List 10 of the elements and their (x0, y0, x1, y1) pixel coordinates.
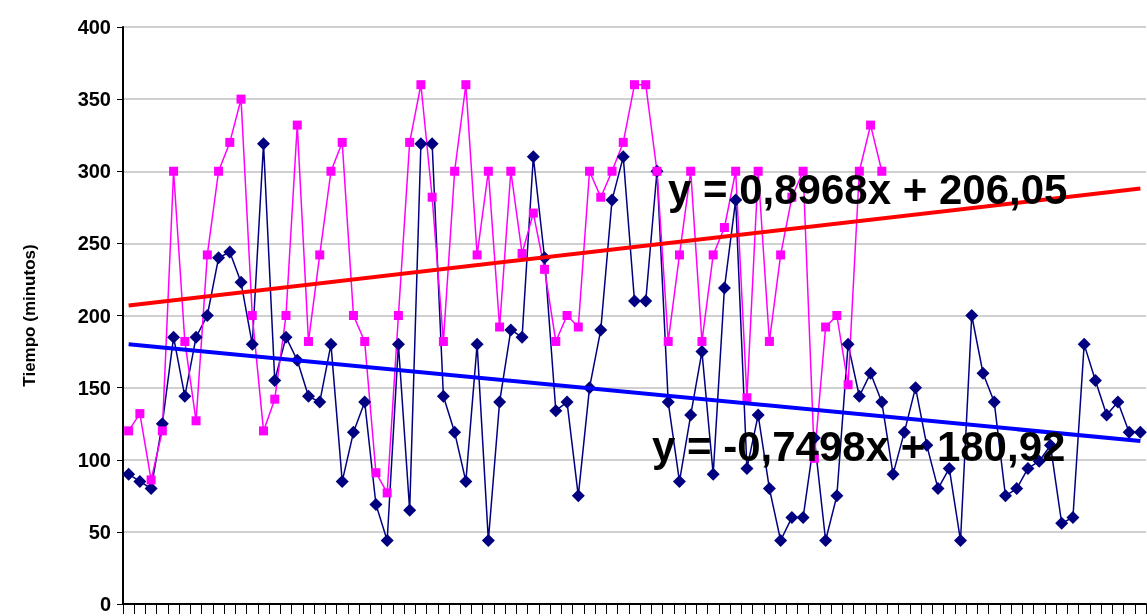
y-tick-label: 250 (77, 232, 111, 255)
y-tick-label: 50 (88, 520, 111, 543)
y-axis-title: Tiempo (minutos) (20, 244, 39, 387)
y-tick-label: 100 (77, 448, 111, 471)
y-tick-label: 400 (77, 16, 111, 38)
y-tick-label: 0 (99, 593, 111, 615)
y-tick-label: 350 (77, 88, 111, 111)
y-tick-label: 300 (77, 160, 111, 183)
y-tick-label: 150 (77, 376, 111, 399)
y-tick-label: 200 (77, 304, 111, 327)
